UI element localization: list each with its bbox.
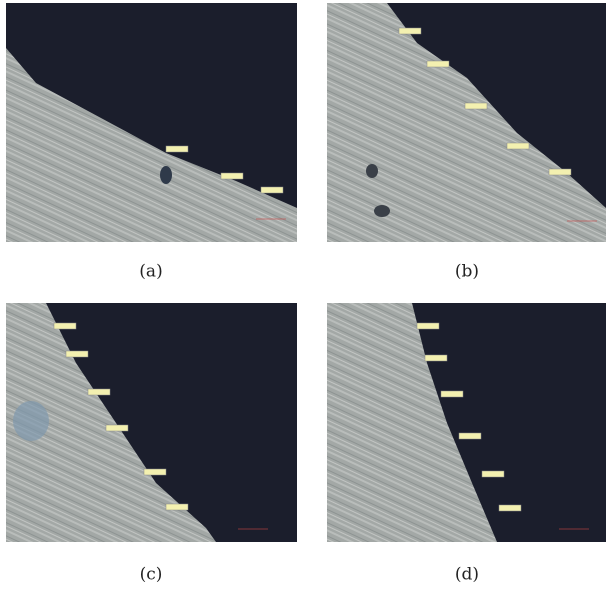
panel-label: (c): [140, 565, 163, 585]
figure: (a) (b) (c) (d): [0, 0, 608, 594]
panel-image: [6, 3, 297, 242]
panel-image: [327, 303, 606, 542]
panel-label: (d): [455, 565, 479, 585]
panel-label: (a): [139, 262, 162, 282]
panel-image: [327, 3, 606, 242]
panel-label: (b): [455, 262, 479, 282]
panel-image: [6, 303, 297, 542]
